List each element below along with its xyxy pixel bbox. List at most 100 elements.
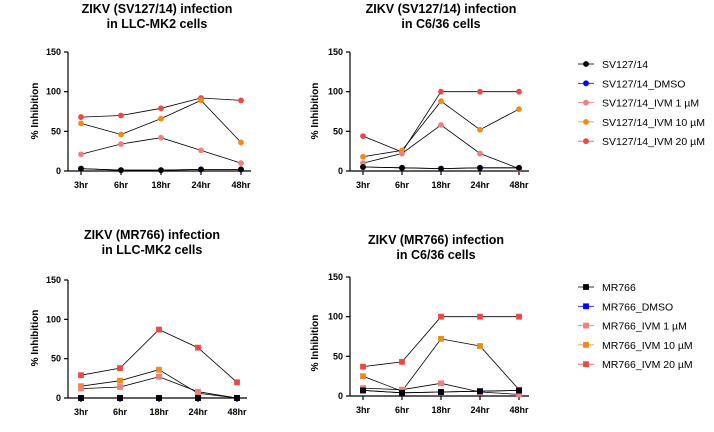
legend-label: SV127/14_IVM 1 µM	[602, 98, 699, 110]
y-axis-label: % Inhibition	[310, 315, 321, 372]
data-point	[360, 387, 366, 394]
data-point	[438, 98, 444, 105]
data-point	[399, 150, 405, 157]
y-axis-label: % Inhibition	[30, 310, 41, 367]
data-point	[117, 377, 123, 384]
panel-mr766-llcmk2: ZIKV (MR766) infection in LLC-MK2 cells …	[30, 228, 220, 366]
legend-2: MR766 MR766_DMSO MR766_IVM 1 µM MR766_IVM 1…	[578, 282, 693, 371]
x-tick-label: 18hr	[431, 405, 451, 415]
y-tick-label: 50	[333, 126, 343, 136]
legend-marker	[583, 361, 589, 368]
data-point	[399, 386, 405, 393]
data-point	[78, 395, 84, 401]
data-point	[238, 166, 244, 173]
data-point	[438, 380, 444, 387]
x-tick-label: 3hr	[74, 180, 89, 190]
data-point	[477, 126, 483, 133]
data-point	[477, 164, 483, 171]
data-point	[195, 388, 201, 395]
x-tick-label: 24hr	[191, 180, 211, 190]
y-axis-label: % Inhibition	[310, 83, 321, 140]
legend-item: SV127/14	[578, 59, 648, 71]
series-line	[362, 100, 520, 158]
panel-title-line2: in C6/36 cells	[396, 248, 475, 262]
y-tick-label: 50	[51, 126, 61, 136]
data-point	[238, 97, 244, 104]
y-tick-label: 0	[338, 391, 343, 401]
legend-label: MR766_DMSO	[602, 301, 673, 313]
data-point	[360, 363, 366, 370]
x-tick-label: 3hr	[356, 405, 371, 415]
data-point	[156, 326, 162, 333]
data-point	[78, 165, 84, 172]
data-point	[158, 105, 164, 112]
chart-plot-3: 0 50 100 150 3hr 6hr 18hr 24hr 48hr	[46, 275, 247, 417]
data-point	[118, 167, 124, 174]
panel-mr766-c636: ZIKV (MR766) infection in C6/36 cells % …	[310, 233, 504, 371]
legend-item: MR766_IVM 20 µM	[578, 359, 693, 371]
y-tick-label: 0	[338, 166, 343, 176]
y-tick-label: 150	[46, 47, 61, 57]
legend-marker	[583, 342, 589, 348]
data-point	[438, 335, 444, 342]
series-4	[78, 97, 244, 146]
data-point	[158, 134, 164, 141]
data-point	[198, 166, 204, 173]
legend-label: MR766_IVM 1 µM	[602, 321, 687, 333]
y-tick-label: 100	[46, 314, 61, 324]
y-tick-label: 0	[56, 393, 61, 403]
data-point	[438, 389, 444, 395]
data-point	[360, 153, 366, 160]
data-point	[438, 122, 444, 128]
data-point	[117, 365, 123, 372]
panel-title-line2: in LLC-MK2 cells	[107, 17, 208, 31]
data-point	[117, 384, 123, 390]
x-tick-label: 6hr	[395, 180, 410, 190]
data-point	[156, 395, 162, 401]
legend-item: MR766_IVM 1 µM	[578, 321, 687, 333]
data-point	[477, 388, 483, 395]
data-point	[360, 160, 366, 166]
series-5	[360, 88, 522, 155]
legend-item: MR766_IVM 10 µM	[578, 340, 693, 352]
legend-item: MR766_DMSO	[578, 301, 673, 313]
series-line	[362, 124, 520, 169]
legend-label: MR766_IVM 10 µM	[602, 340, 693, 352]
data-point	[516, 164, 522, 171]
x-tick-label: 48hr	[231, 180, 251, 190]
data-point	[360, 373, 366, 380]
series-line	[80, 137, 242, 164]
data-point	[399, 164, 405, 171]
data-point	[195, 395, 201, 401]
chart-plot-4: 0 50 100 150 3hr 6hr 18hr 24hr 48hr	[328, 272, 529, 415]
legend-marker	[583, 303, 589, 310]
x-tick-label: 48hr	[227, 407, 247, 417]
data-point	[158, 167, 164, 174]
series-3	[78, 134, 244, 166]
data-point	[477, 343, 483, 349]
y-tick-label: 0	[56, 166, 61, 176]
x-tick-label: 18hr	[431, 180, 451, 190]
chart-plot-1: 0 50 100 150 3hr 6hr 18hr 24hr 48hr	[46, 47, 251, 190]
data-point	[438, 313, 444, 320]
data-point	[477, 313, 483, 320]
chart-plot-2: 0 50 100 150 3hr 6hr 18hr 24hr 48hr	[328, 47, 529, 190]
x-tick-label: 48hr	[509, 180, 529, 190]
legend-label: SV127/14_DMSO	[602, 78, 685, 90]
data-point	[118, 112, 124, 119]
data-point	[238, 160, 244, 166]
data-point	[195, 344, 201, 351]
data-point	[399, 389, 405, 396]
y-tick-label: 100	[328, 87, 343, 97]
data-point	[156, 373, 162, 380]
data-point	[156, 366, 162, 373]
data-point	[78, 372, 84, 379]
legend-item: MR766	[578, 282, 636, 294]
legend-marker	[583, 138, 589, 145]
x-tick-label: 24hr	[188, 407, 208, 417]
data-point	[198, 147, 204, 154]
data-point	[516, 391, 522, 398]
x-tick-label: 3hr	[356, 180, 371, 190]
y-tick-label: 100	[46, 87, 61, 97]
panel-title-line2: in C6/36 cells	[401, 17, 480, 31]
